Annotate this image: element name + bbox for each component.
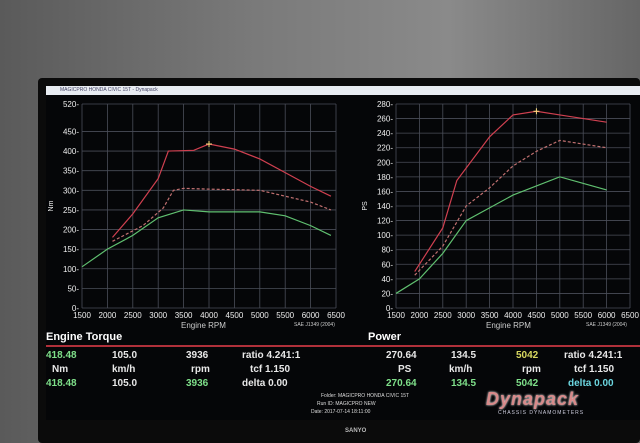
x-tick-label: 4500 — [226, 311, 244, 320]
torque-rpm-2: 3936 — [186, 378, 209, 389]
torque-delta: delta 0.00 — [242, 378, 288, 389]
y-tick-label: 200- — [63, 226, 79, 235]
x-tick-label: 1500 — [387, 311, 405, 320]
torque-tcf: tcf 1.150 — [250, 364, 291, 375]
y-tick-label: 120- — [377, 217, 393, 226]
y-tick-label: 180- — [377, 173, 393, 182]
series-line-1 — [112, 187, 332, 242]
y-tick-label: 140- — [377, 202, 393, 211]
x-tick-label: 5500 — [574, 311, 592, 320]
y-tick-label: 0- — [72, 304, 79, 313]
x-tick-label: 6500 — [621, 311, 639, 320]
y-tick-label: 60- — [381, 260, 393, 269]
power-speed-2: 134.5 — [451, 378, 477, 389]
monitor-screen: MAGICPRO HONDA CIVIC 15T - Dynapack 1500… — [46, 86, 640, 420]
folder-info: Folder: MAGICPRO HONDA CIVIC 15T — [321, 393, 410, 399]
y-tick-label: 250- — [63, 206, 79, 215]
power-value-2: 270.64 — [386, 378, 417, 389]
run-id-info: Run ID: MAGICPRO NEW — [317, 401, 376, 407]
x-tick-label: 6000 — [302, 311, 320, 320]
power-rpm-2: 5042 — [516, 378, 539, 389]
y-tick-label: 280- — [377, 100, 393, 109]
torque-xlabel: Engine RPM — [181, 321, 226, 330]
x-tick-label: 1500 — [73, 311, 91, 320]
y-tick-label: 40- — [381, 275, 393, 284]
window-titlebar: MAGICPRO HONDA CIVIC 15T - Dynapack — [46, 86, 640, 95]
power-ratio: ratio 4.241:1 — [564, 350, 623, 361]
x-tick-label: 2000 — [411, 311, 429, 320]
x-tick-label: 5000 — [551, 311, 569, 320]
x-tick-label: 4000 — [504, 311, 522, 320]
torque-speed: 105.0 — [112, 350, 138, 361]
torque-value: 418.48 — [46, 350, 77, 361]
power-delta: delta 0.00 — [568, 378, 614, 389]
y-tick-label: 400- — [63, 147, 79, 156]
torque-rpm-unit: rpm — [191, 364, 210, 375]
divider — [46, 345, 640, 347]
power-rpm-unit: rpm — [522, 364, 541, 375]
y-axis-label: Nm — [48, 200, 55, 211]
power-speed-unit: km/h — [449, 364, 473, 375]
y-tick-label: 220- — [377, 144, 393, 153]
torque-ratio: ratio 4.241:1 — [242, 350, 301, 361]
x-tick-label: 4500 — [528, 311, 546, 320]
y-tick-label: 100- — [63, 265, 79, 274]
x-tick-label: 2500 — [124, 311, 142, 320]
y-tick-label: 50- — [67, 284, 79, 293]
power-rpm: 5042 — [516, 350, 539, 361]
torque-value-2: 418.48 — [46, 378, 77, 389]
series-line-1 — [414, 139, 607, 276]
y-tick-label: 300- — [63, 186, 79, 195]
y-tick-label: 160- — [377, 187, 393, 196]
x-tick-label: 6500 — [327, 311, 345, 320]
y-tick-label: 520- — [63, 100, 79, 109]
x-tick-label: 4000 — [200, 311, 218, 320]
x-tick-label: 6000 — [598, 311, 616, 320]
x-tick-label: 3000 — [457, 311, 475, 320]
power-speed: 134.5 — [451, 350, 477, 361]
series-line-2 — [81, 209, 332, 268]
torque-rpm: 3936 — [186, 350, 209, 361]
y-tick-label: 240- — [377, 129, 393, 138]
y-tick-label: 150- — [63, 245, 79, 254]
y-tick-label: 20- — [381, 289, 393, 298]
x-tick-label: 2000 — [99, 311, 117, 320]
series-line-2 — [395, 176, 607, 294]
y-tick-label: 80- — [381, 246, 393, 255]
x-tick-label: 5000 — [251, 311, 269, 320]
power-unit: PS — [398, 364, 412, 375]
torque-title: Engine Torque — [46, 331, 123, 343]
x-tick-label: 5500 — [276, 311, 294, 320]
x-tick-label: 3500 — [175, 311, 193, 320]
x-tick-label: 3500 — [481, 311, 499, 320]
power-title: Power — [368, 331, 402, 343]
y-tick-label: 350- — [63, 167, 79, 176]
y-tick-label: 100- — [377, 231, 393, 240]
power-note: SAE J1349 (2004) — [586, 322, 627, 328]
peak-marker — [533, 108, 540, 115]
y-axis-label: PS — [362, 201, 369, 211]
torque-speed-2: 105.0 — [112, 378, 138, 389]
charts-canvas: 1500 2000 2500 3000 3500 4000 4500 5000 5500 6000… — [48, 100, 639, 320]
torque-note: SAE J1349 (2004) — [294, 322, 335, 328]
dynapack-logo: Dynapack — [486, 389, 580, 409]
y-tick-label: 0- — [386, 304, 393, 313]
x-tick-label: 3000 — [149, 311, 167, 320]
date-info: Date: 2017-07-14 18:11:00 — [311, 409, 371, 415]
power-value: 270.64 — [386, 350, 417, 361]
torque-unit: Nm — [52, 364, 69, 375]
y-tick-label: 260- — [377, 115, 393, 124]
torque-speed-unit: km/h — [112, 364, 136, 375]
y-tick-label: 200- — [377, 158, 393, 167]
monitor-brand: SANYO — [345, 428, 367, 434]
power-xlabel: Engine RPM — [486, 321, 531, 330]
power-tcf: tcf 1.150 — [574, 364, 615, 375]
peak-marker — [206, 141, 212, 148]
series-line-0 — [414, 110, 607, 272]
x-tick-label: 2500 — [434, 311, 452, 320]
y-tick-label: 450- — [63, 127, 79, 136]
dynapack-tagline: CHASSIS DYNAMOMETERS — [498, 410, 585, 416]
